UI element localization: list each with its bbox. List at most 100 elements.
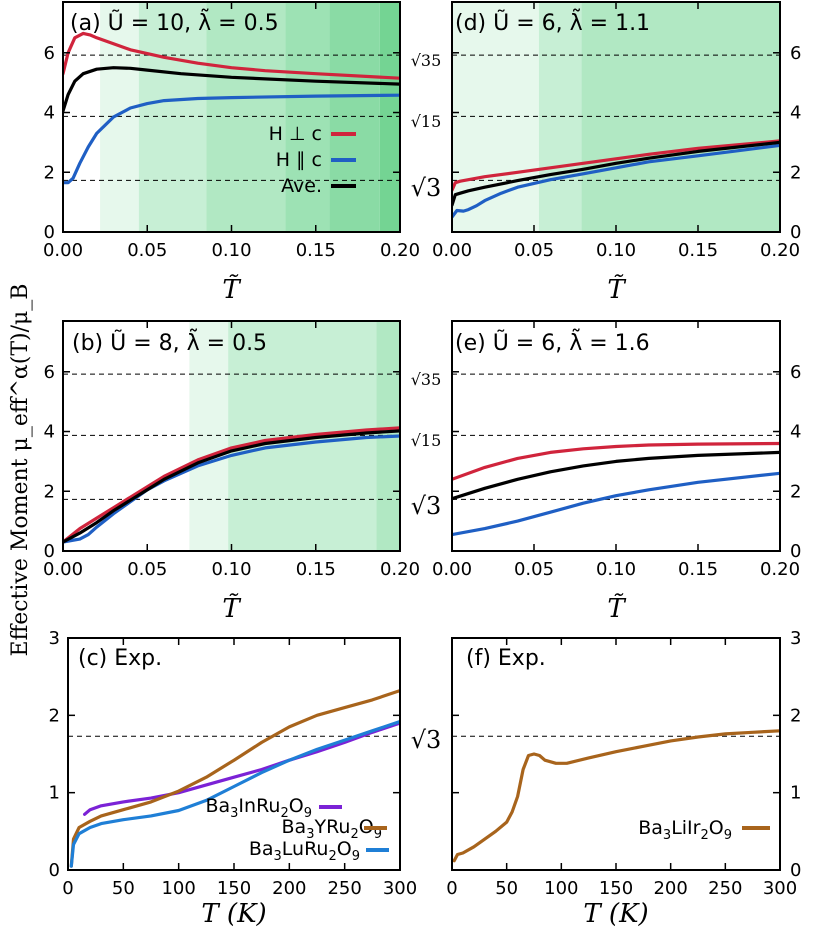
x-tick-label: 300 xyxy=(383,878,417,899)
x-tick-label: 0.20 xyxy=(760,240,800,261)
y-axis-label: Effective Moment μ_eff^α(T)/μ_B xyxy=(8,284,33,657)
shaded-region xyxy=(329,2,380,232)
legend-entry-para-label: H ∥ c xyxy=(276,149,322,171)
panel-c-legend: Ba3InRu2O9 Ba3YRu2O9 Ba3LuRu2O9 xyxy=(205,795,389,864)
panel-f-xlabel-text: T (K) xyxy=(583,899,648,929)
x-tick-label: 0.05 xyxy=(514,559,554,580)
x-tick-label: 0.20 xyxy=(380,240,420,261)
x-tick-label: 150 xyxy=(599,878,633,899)
panel-b-plot xyxy=(63,321,400,551)
panel-e-plot xyxy=(452,373,780,537)
y-tick-label: 1 xyxy=(790,783,801,804)
sqrt15-label-mid: √15 xyxy=(411,431,442,450)
panel-d-xlabel: T̃ xyxy=(607,274,626,305)
shaded-region xyxy=(189,321,229,551)
panel-a-shading xyxy=(100,2,400,232)
sqrt-labels: √35 √15 √3 √35 √15 √3 √3 xyxy=(411,51,442,754)
x-tick-label: 0.05 xyxy=(127,559,167,580)
panel-b-ticks: 0.00 0.05 0.10 0.15 0.20 0 2 4 6 xyxy=(43,321,420,580)
y-tick-label: 0 xyxy=(790,541,801,562)
x-tick-label: 0.00 xyxy=(432,240,472,261)
x-tick-label: 0.05 xyxy=(127,240,167,261)
panel-b: 0.00 0.05 0.10 0.15 0.20 0 2 4 6 (b) Ũ = 8, λ̃ =… xyxy=(43,320,420,624)
legend-entry-ba3inru2o9-label: Ba3InRu2O9 xyxy=(205,795,312,821)
y-tick-label: 6 xyxy=(790,362,801,383)
panel-c-ticks: 0 50 100 150 200 250 300 0 1 2 3 xyxy=(49,628,418,899)
x-tick-label: 0.15 xyxy=(296,559,336,580)
panel-d-shading xyxy=(452,2,780,232)
y-tick-label: 4 xyxy=(44,103,55,124)
panel-a-xlabel: T̃ xyxy=(222,274,241,305)
x-tick-label: 0.20 xyxy=(760,559,800,580)
x-tick-label: 0.00 xyxy=(43,240,83,261)
sqrt3-label-top: √3 xyxy=(411,174,442,202)
series-line xyxy=(83,721,400,816)
x-tick-label: 50 xyxy=(112,878,135,899)
y-tick-label: 0 xyxy=(49,860,60,881)
x-tick-label: 150 xyxy=(217,878,251,899)
panel-b-xlabel: T̃ xyxy=(222,593,241,624)
y-tick-label: 2 xyxy=(790,162,801,183)
shaded-region xyxy=(379,2,400,232)
sqrt35-label-mid: √35 xyxy=(411,370,442,389)
x-tick-label: 250 xyxy=(708,878,742,899)
legend-entry-ba3yru2o9-label: Ba3YRu2O9 xyxy=(282,816,383,842)
x-tick-label: 100 xyxy=(161,878,195,899)
series-line xyxy=(452,441,780,481)
y-tick-label: 3 xyxy=(49,628,60,649)
y-tick-label: 6 xyxy=(44,362,55,383)
panel-b-series xyxy=(63,426,400,544)
panel-f-series xyxy=(452,729,780,863)
y-tick-label: 0 xyxy=(790,860,801,881)
sqrt3-label-mid: √3 xyxy=(411,492,442,520)
series-line xyxy=(63,426,400,544)
panel-f-legend: Ba3LiIr2O9 xyxy=(638,817,770,843)
x-tick-label: 0.10 xyxy=(211,240,251,261)
x-tick-label: 0.10 xyxy=(211,559,251,580)
series-line xyxy=(63,93,400,185)
legend-entry-perp-label: H ⊥ c xyxy=(269,123,322,145)
x-tick-label: 0.05 xyxy=(514,240,554,261)
panel-d: 0.00 0.05 0.10 0.15 0.200 2 4 6 (d) Ũ = 6, λ̃ =… xyxy=(432,1,801,305)
panel-a-ticks: 0.00 0.05 0.10 0.15 0.20 0 2 4 6 xyxy=(43,2,420,261)
panel-e-title: (e) Ũ = 6, λ̃ = 1.6 xyxy=(455,328,650,356)
y-tick-label: 3 xyxy=(790,628,801,649)
panel-f-plot xyxy=(452,729,780,863)
y-tick-label: 1 xyxy=(49,783,60,804)
panel-d-plot xyxy=(452,2,780,232)
y-tick-label: 6 xyxy=(790,43,801,64)
shaded-region xyxy=(285,2,330,232)
series-line xyxy=(69,689,400,868)
series-line xyxy=(452,143,780,219)
x-tick-label: 200 xyxy=(272,878,306,899)
panel-d-refs xyxy=(452,54,780,181)
x-tick-label: 0.20 xyxy=(380,559,420,580)
panel-e-refs xyxy=(452,373,780,500)
y-tick-label: 2 xyxy=(49,705,60,726)
series-line xyxy=(452,140,780,207)
series-line xyxy=(63,429,400,544)
series-line xyxy=(452,139,780,192)
y-tick-label: 4 xyxy=(790,422,801,443)
legend-entry-ba3luru2o9-label: Ba3LuRu2O9 xyxy=(249,838,360,864)
panel-a-title: (a) Ũ = 10, λ̃ = 0.5 xyxy=(70,8,279,36)
panel-c-xlabel-text: T (K) xyxy=(201,899,266,929)
panel-b-shading xyxy=(189,321,400,551)
series-line xyxy=(63,66,400,113)
sqrt15-label-top: √15 xyxy=(411,112,442,131)
y-tick-label: 0 xyxy=(790,222,801,243)
y-tick-label: 4 xyxy=(44,422,55,443)
panel-a-series xyxy=(63,31,400,185)
panel-c-title: (c) Exp. xyxy=(78,646,162,671)
shaded-region xyxy=(206,2,286,232)
y-tick-label: 2 xyxy=(790,481,801,502)
x-tick-label: 50 xyxy=(495,878,518,899)
panel-d-title: (d) Ũ = 6, λ̃ = 1.1 xyxy=(455,8,650,36)
x-tick-label: 0.00 xyxy=(432,559,472,580)
series-line xyxy=(452,450,780,501)
x-tick-label: 0.15 xyxy=(678,240,718,261)
panel-a-legend: H ⊥ c H ∥ c Ave. xyxy=(269,123,356,197)
panel-a-refs xyxy=(63,54,400,181)
panel-e-series xyxy=(452,441,780,537)
